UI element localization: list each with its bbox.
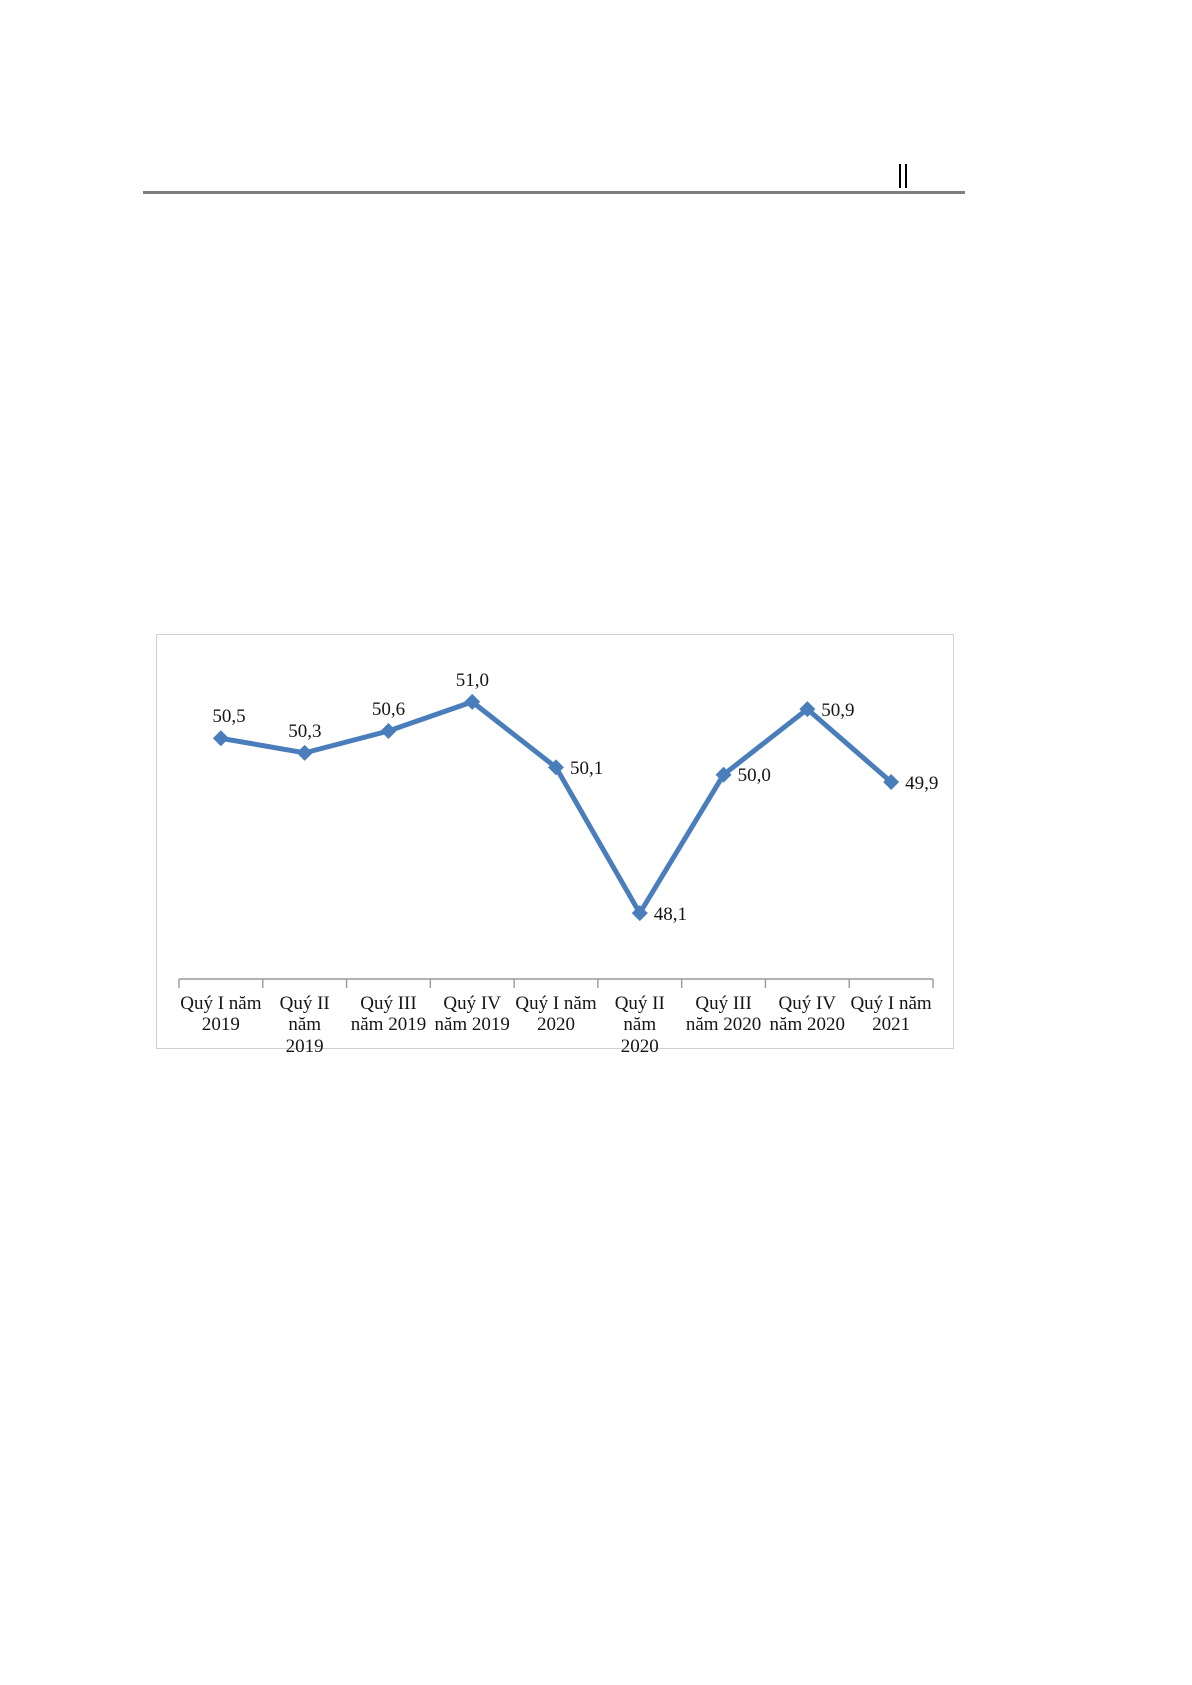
data-point-marker — [799, 701, 816, 718]
data-point-marker — [296, 744, 313, 761]
data-point-marker — [380, 723, 397, 739]
data-label: 50,6 — [371, 699, 406, 720]
category-label-line: Quý III — [360, 993, 417, 1014]
line-chart: 50,5 50,3 50,6 51,0 50,1 48,1 50,0 50,9 49,9 Quý… — [156, 634, 954, 1057]
category-label: Quý I năm 2019 — [179, 993, 263, 1036]
category-label: Quý I năm 2020 — [514, 993, 598, 1036]
category-label-line: năm 2019 — [350, 1014, 427, 1036]
category-label: Quý II năm 2019 — [263, 993, 347, 1057]
chart-canvas — [178, 693, 934, 988]
data-label: 49,9 — [905, 772, 939, 794]
data-point-marker — [548, 759, 564, 776]
category-label-line: Quý I năm — [515, 993, 597, 1014]
category-label-line: 2020 — [536, 1014, 575, 1036]
category-label-line: năm 2020 — [685, 1014, 762, 1036]
category-label-line: Quý I năm — [180, 993, 262, 1014]
category-label-line: Quý II năm — [279, 993, 330, 1036]
data-label: 50,3 — [288, 720, 322, 742]
category-label: Quý IV năm 2019 — [430, 993, 514, 1036]
data-label: 50,5 — [212, 706, 246, 728]
data-point-marker — [464, 693, 481, 710]
data-label: 51,0 — [455, 669, 489, 691]
category-label-line: năm 2019 — [434, 1014, 510, 1036]
category-axis-group — [178, 978, 934, 988]
category-label-line: 2019 — [285, 1035, 324, 1057]
category-label-line: Quý IV — [443, 993, 501, 1014]
category-label-line: năm 2020 — [769, 1014, 845, 1036]
data-label: 50,0 — [737, 765, 771, 787]
category-label-line: 2020 — [620, 1035, 659, 1057]
category-label: Quý III năm 2020 — [682, 993, 766, 1036]
category-label-line: 2019 — [201, 1014, 240, 1036]
series-group — [212, 693, 900, 922]
data-point-marker — [631, 905, 648, 922]
page-header — [143, 160, 965, 194]
category-label: Quý II năm 2020 — [598, 993, 682, 1057]
page-number-marks — [899, 164, 909, 188]
data-label: 48,1 — [653, 903, 688, 925]
category-label-line: 2021 — [872, 1014, 911, 1036]
category-label-line: Quý IV — [778, 993, 837, 1014]
header-divider-rule — [143, 191, 965, 194]
category-label: Quý III năm 2019 — [347, 993, 431, 1036]
data-label: 50,1 — [570, 757, 604, 779]
data-point-marker — [715, 766, 732, 783]
header-mark-right — [905, 164, 907, 188]
data-label: 50,9 — [821, 699, 855, 721]
category-label: Quý IV năm 2020 — [765, 993, 849, 1036]
category-label: Quý I năm 2021 — [849, 993, 933, 1036]
category-label-line: Quý II năm — [614, 993, 665, 1036]
category-label-line: Quý III — [695, 993, 752, 1014]
data-point-marker — [212, 730, 229, 747]
header-mark-left — [899, 164, 901, 188]
category-label-line: Quý I năm — [850, 993, 932, 1014]
data-point-marker — [883, 774, 900, 790]
